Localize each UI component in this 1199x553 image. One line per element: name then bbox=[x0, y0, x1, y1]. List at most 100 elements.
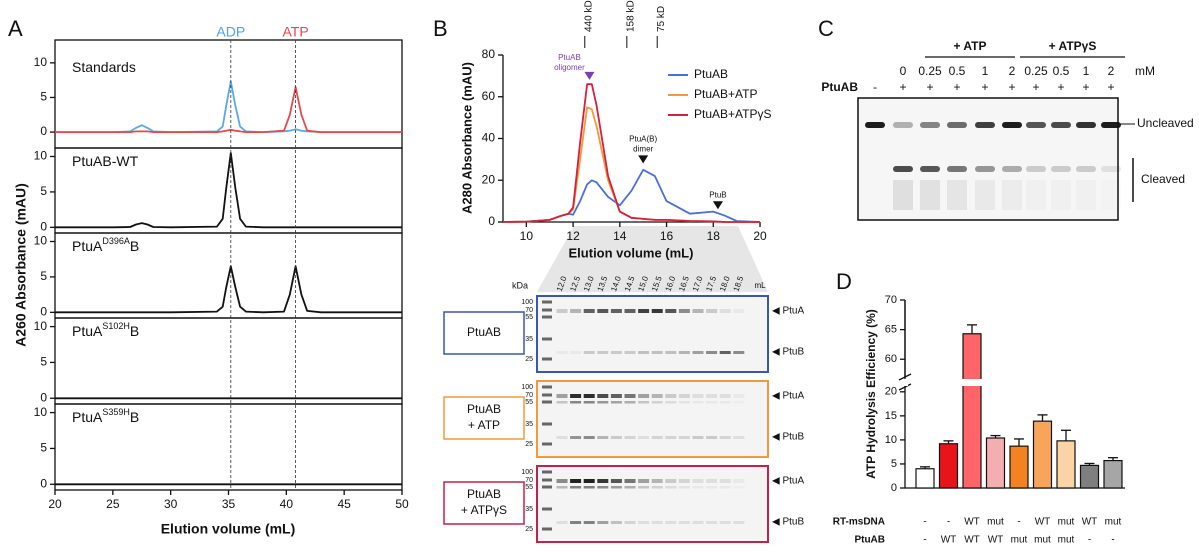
smear bbox=[1076, 180, 1096, 210]
peak-arrow bbox=[712, 201, 723, 210]
band bbox=[570, 351, 582, 354]
ladder-band bbox=[542, 337, 552, 341]
band bbox=[733, 479, 745, 483]
band bbox=[583, 479, 595, 483]
marker-label: 55 bbox=[525, 484, 533, 491]
peak-label: PtuAB bbox=[558, 53, 581, 62]
ladder-band bbox=[542, 422, 552, 426]
presence: + bbox=[953, 80, 960, 94]
band bbox=[692, 394, 704, 398]
smear bbox=[1051, 180, 1071, 210]
ladder-band bbox=[542, 393, 552, 397]
band bbox=[1076, 122, 1096, 128]
peak-arrow bbox=[638, 155, 649, 164]
y-tick-label: 10 bbox=[34, 319, 48, 333]
size-marker-label: 75 kD bbox=[656, 6, 667, 32]
y-tick-label: 0 bbox=[488, 214, 495, 228]
band bbox=[1002, 166, 1022, 172]
band bbox=[947, 122, 967, 128]
band bbox=[651, 401, 663, 404]
line-series bbox=[502, 83, 760, 223]
category-label: WT bbox=[988, 535, 1004, 546]
concentration: 1 bbox=[982, 64, 989, 78]
x-tick-label: 50 bbox=[395, 497, 409, 511]
gel-frame bbox=[536, 380, 769, 458]
y-tick-label: 5 bbox=[40, 90, 47, 104]
y-tick-label: 5 bbox=[891, 458, 897, 470]
band-label: Uncleaved bbox=[1137, 116, 1194, 130]
band bbox=[651, 479, 663, 483]
band bbox=[692, 479, 704, 483]
marker-label: 35 bbox=[525, 506, 533, 513]
presence: + bbox=[1008, 80, 1015, 94]
line-series bbox=[502, 106, 760, 223]
title-sup: S359H bbox=[102, 407, 130, 417]
band bbox=[556, 486, 568, 489]
band bbox=[706, 521, 718, 524]
band bbox=[975, 122, 995, 128]
band bbox=[610, 351, 622, 354]
band bbox=[733, 436, 745, 439]
sample-box bbox=[443, 396, 525, 440]
band bbox=[665, 486, 677, 489]
legend-label: PtuAB+ATPγS bbox=[694, 107, 771, 121]
kda-label: kDa bbox=[512, 280, 528, 290]
band bbox=[1002, 122, 1022, 128]
presence: + bbox=[1082, 80, 1089, 94]
presence: + bbox=[1057, 80, 1064, 94]
category-label: mut bbox=[1058, 535, 1075, 546]
ladder-band bbox=[542, 400, 552, 404]
band bbox=[624, 436, 636, 439]
band bbox=[570, 479, 582, 483]
smear bbox=[975, 180, 995, 210]
bar bbox=[1056, 440, 1076, 489]
band bbox=[570, 436, 582, 439]
band bbox=[556, 479, 568, 483]
band bbox=[556, 436, 568, 439]
category-label: mut bbox=[1011, 535, 1028, 546]
legend-label: PtuAB bbox=[694, 67, 728, 81]
band bbox=[692, 309, 704, 313]
ladder-band bbox=[542, 478, 552, 482]
concentration: 0.5 bbox=[949, 64, 966, 78]
y-tick-label: 0 bbox=[40, 305, 47, 319]
band bbox=[583, 394, 595, 398]
band bbox=[865, 122, 885, 128]
x-tick-label: 12 bbox=[566, 229, 580, 243]
band bbox=[556, 521, 568, 524]
marker-label: 100 bbox=[521, 299, 533, 306]
band bbox=[1101, 122, 1121, 128]
y-tick-label: 10 bbox=[34, 55, 48, 69]
band bbox=[733, 401, 744, 404]
band bbox=[638, 479, 650, 483]
panel-label: D bbox=[836, 269, 852, 294]
band bbox=[665, 479, 677, 483]
band bbox=[678, 479, 690, 483]
band-label: ◀ PtuA bbox=[772, 476, 804, 487]
band bbox=[610, 486, 622, 489]
category-label: mut bbox=[987, 517, 1004, 528]
marker-label: 100 bbox=[521, 384, 533, 391]
category-label: WT bbox=[1082, 517, 1098, 528]
band bbox=[624, 351, 636, 354]
concentration: 0.25 bbox=[1024, 64, 1048, 78]
y-tick-label: 60 bbox=[482, 89, 496, 103]
smear bbox=[947, 180, 967, 210]
sample-box bbox=[443, 481, 525, 525]
category-label: WT bbox=[941, 535, 957, 546]
concentration: 0 bbox=[900, 64, 907, 78]
ladder-band bbox=[542, 442, 552, 446]
presence: + bbox=[1107, 80, 1114, 94]
marker-label: 25 bbox=[525, 356, 533, 363]
title-sup: S102H bbox=[102, 321, 130, 331]
bar bbox=[1079, 464, 1100, 489]
x-tick-label: 10 bbox=[520, 229, 534, 243]
marker-label: 70 bbox=[525, 307, 533, 314]
y-axis-title: ATP Hydrolysis Efficiency (%) bbox=[864, 309, 878, 479]
band bbox=[556, 351, 568, 354]
band bbox=[570, 521, 582, 524]
band bbox=[678, 309, 690, 313]
band bbox=[719, 351, 731, 354]
peak-label: oligomer bbox=[554, 63, 585, 72]
band bbox=[719, 479, 731, 483]
